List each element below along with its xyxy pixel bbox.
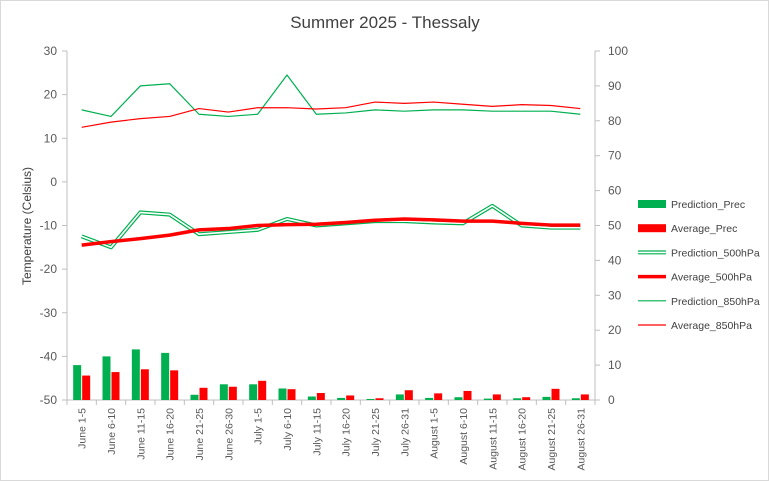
x-tick-label: June 6-10 <box>106 408 118 455</box>
y2-tick-label: 30 <box>608 288 622 302</box>
x-tick-label: June 1-5 <box>77 408 89 449</box>
line-prediction-850hpa <box>81 74 581 118</box>
x-tick-label: July 11-15 <box>311 408 323 456</box>
y2-tick-label: 70 <box>608 149 622 163</box>
x-tick-label: August 26-31 <box>575 408 587 471</box>
bar-prediction-prec <box>337 397 346 400</box>
y-tick-label: 20 <box>44 88 58 102</box>
y-tick-label: 30 <box>44 44 58 58</box>
legend-prediction-prec-label: Prediction_Prec <box>671 199 745 211</box>
bar-average-prec <box>111 372 120 400</box>
y-axis-label: Temperature (Celsius) <box>20 167 34 285</box>
legend-average-prec-label: Average_Prec <box>671 223 737 235</box>
bar-prediction-prec <box>73 365 82 400</box>
bar-average-prec <box>316 393 325 400</box>
bar-prediction-prec <box>278 388 287 400</box>
x-tick-label: August 1-5 <box>429 408 441 459</box>
legend-prediction-prec-swatch <box>638 200 666 208</box>
legend: Prediction_Prec Average_Prec Prediction_50… <box>638 199 760 332</box>
bar-average-prec <box>522 397 531 400</box>
bar-prediction-prec <box>513 398 522 400</box>
bar-prediction-prec <box>454 397 463 400</box>
bar-average-prec <box>434 393 443 400</box>
bar-average-prec <box>82 375 91 400</box>
y-tick-label: -30 <box>40 306 58 320</box>
bar-average-prec <box>228 386 237 400</box>
x-tick-label: June 26-30 <box>223 408 235 461</box>
bar-prediction-prec <box>571 398 580 400</box>
bar-prediction-prec <box>161 352 170 400</box>
bar-average-prec <box>375 398 384 400</box>
x-tick-label: June 11-15 <box>135 408 147 460</box>
bar-prediction-prec <box>131 349 140 400</box>
line-average-500hpa <box>81 217 581 247</box>
x-tick-label: July 21-25 <box>370 408 382 457</box>
x-tick-label: June 16-20 <box>165 408 177 461</box>
legend-prediction-500hpa-label: Prediction_500hPa <box>671 247 760 259</box>
bar-prediction-prec <box>395 394 404 400</box>
y2-tick-label: 50 <box>608 219 622 233</box>
line-average-850hpa <box>81 101 581 128</box>
bar-average-prec <box>551 388 560 400</box>
bar-prediction-prec <box>366 398 375 400</box>
bar-average-prec <box>463 390 472 400</box>
plot-area: 3020100-10-20-30-40-50100908070605040302… <box>40 44 629 470</box>
y-tick-label: 0 <box>50 175 57 189</box>
x-tick-label: July 6-10 <box>282 408 294 451</box>
y2-tick-label: 60 <box>608 184 622 198</box>
y2-tick-label: 80 <box>608 114 622 128</box>
x-tick-label: August 11-15 <box>487 408 499 470</box>
bar-prediction-prec <box>542 396 551 400</box>
y-tick-label: -20 <box>40 262 58 276</box>
bar-prediction-prec <box>307 396 316 400</box>
bar-prediction-prec <box>483 398 492 400</box>
bar-prediction-prec <box>425 397 434 400</box>
legend-average-500hpa-label: Average_500hPa <box>671 272 752 284</box>
bar-average-prec <box>258 380 267 400</box>
y-tick-label: -40 <box>40 349 58 363</box>
bar-average-prec <box>404 390 413 400</box>
bar-average-prec <box>199 387 208 400</box>
bar-prediction-prec <box>102 356 111 400</box>
bar-average-prec <box>287 389 296 400</box>
x-tick-label: June 21-25 <box>194 408 206 461</box>
x-tick-label: July 1-5 <box>253 408 265 445</box>
x-tick-label: August 6-10 <box>458 408 470 465</box>
y2-tick-label: 40 <box>608 253 622 267</box>
line-prediction-500hpa <box>80 203 581 250</box>
bar-average-prec <box>492 394 501 400</box>
legend-average-850hpa-label: Average_850hPa <box>671 320 752 332</box>
legend-prediction-850hpa-label: Prediction_850hPa <box>671 296 760 308</box>
bar-average-prec <box>170 370 179 400</box>
x-tick-label: August 21-25 <box>546 408 558 471</box>
chart-title: Summer 2025 - Thessaly <box>290 13 480 32</box>
bar-prediction-prec <box>219 384 228 400</box>
bar-prediction-prec <box>249 384 258 400</box>
x-tick-label: July 16-20 <box>341 408 353 457</box>
legend-average-prec-swatch <box>638 224 666 233</box>
bar-average-prec <box>580 394 589 400</box>
y-tick-label: 10 <box>44 131 58 145</box>
y2-tick-label: 0 <box>608 393 615 407</box>
y-tick-label: -50 <box>40 393 58 407</box>
y2-tick-label: 20 <box>608 323 622 337</box>
bar-prediction-prec <box>190 394 199 400</box>
y-tick-label: -10 <box>40 219 58 233</box>
bar-average-prec <box>346 395 355 400</box>
y2-tick-label: 90 <box>608 79 622 93</box>
x-tick-label: July 26-31 <box>399 408 411 457</box>
bar-average-prec <box>140 369 149 400</box>
y2-tick-label: 100 <box>608 44 628 58</box>
x-tick-label: August 16-20 <box>517 408 529 471</box>
y2-tick-label: 10 <box>608 358 622 372</box>
